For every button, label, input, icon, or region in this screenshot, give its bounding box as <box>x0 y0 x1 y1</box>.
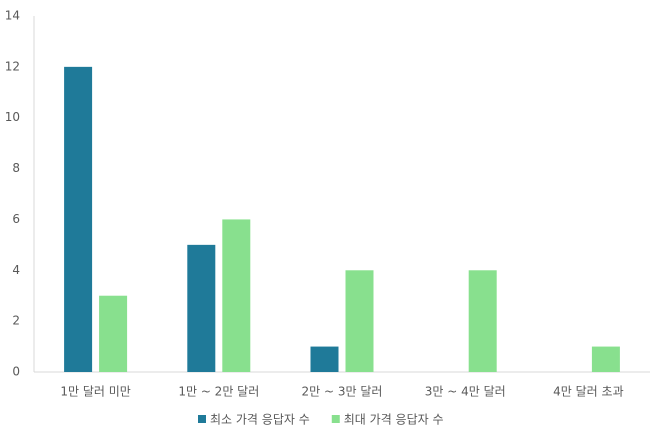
bar <box>345 270 374 372</box>
bar <box>468 270 497 372</box>
bar <box>310 346 339 372</box>
y-tick-label: 12 <box>5 59 20 73</box>
y-tick-label: 4 <box>12 263 20 277</box>
y-tick-label: 6 <box>12 212 20 226</box>
y-tick-label: 2 <box>12 314 20 328</box>
x-tick-label: 2만 ~ 3만 달러 <box>302 385 383 399</box>
y-tick-label: 8 <box>12 161 20 175</box>
legend-swatch <box>331 415 340 423</box>
bar <box>99 295 128 372</box>
bar <box>187 244 216 372</box>
y-tick-label: 0 <box>12 365 20 379</box>
y-tick-label: 14 <box>5 9 20 23</box>
x-tick-label: 1만 ~ 2만 달러 <box>178 385 259 399</box>
x-tick-label: 4만 달러 초과 <box>553 385 623 399</box>
x-tick-label: 1만 달러 미만 <box>60 385 130 399</box>
legend-label: 최소 가격 응답자 수 <box>210 413 310 427</box>
x-tick-label: 3만 ~ 4만 달러 <box>425 385 506 399</box>
legend-swatch <box>198 415 206 423</box>
bar <box>64 66 93 372</box>
y-tick-label: 10 <box>5 110 20 124</box>
bar <box>222 219 251 372</box>
legend-label: 최대 가격 응답자 수 <box>344 413 444 427</box>
bar <box>591 346 620 372</box>
